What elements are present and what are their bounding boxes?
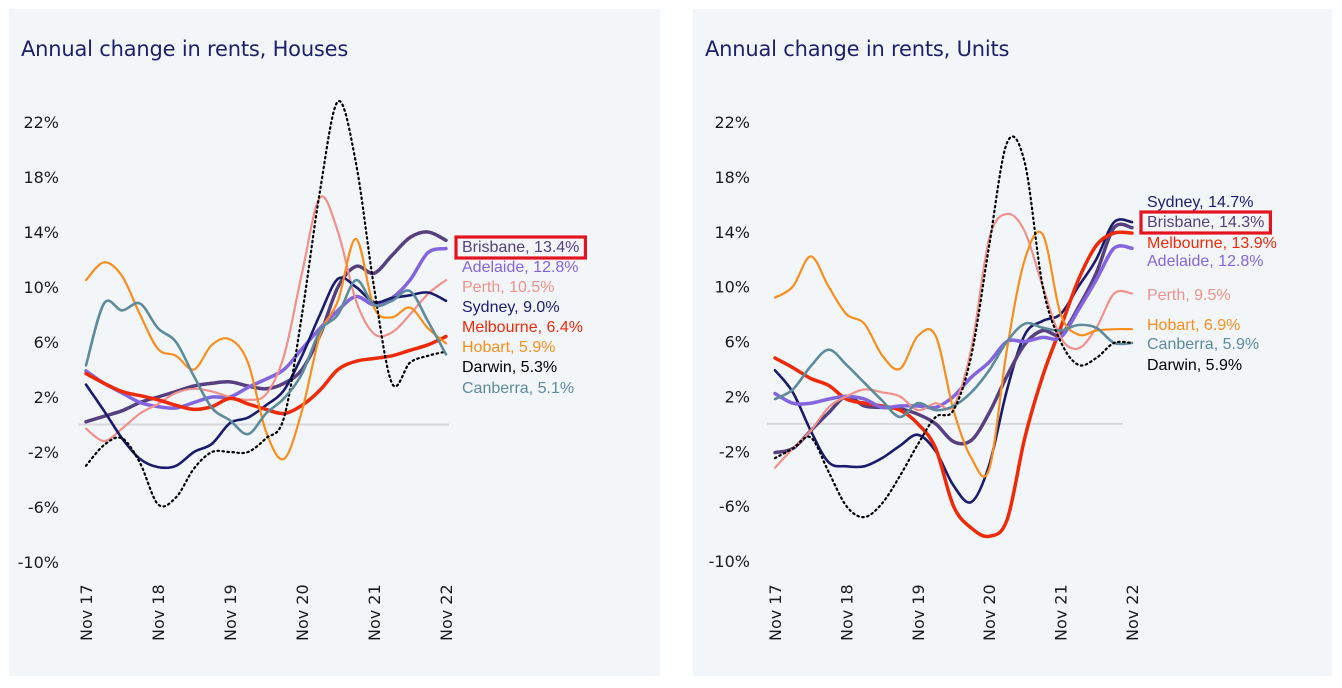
end-label-adelaide: Adelaide, 12.8% <box>462 259 579 276</box>
end-label-hobart: Hobart, 5.9% <box>462 339 555 356</box>
series-line-melbourne <box>773 230 1134 539</box>
end-label-sydney: Sydney, 14.7% <box>1147 194 1253 211</box>
x-tick-label: Nov 17 <box>766 584 785 641</box>
end-label-sydney: Sydney, 9.0% <box>462 299 560 316</box>
series-line-darwin <box>773 135 1134 519</box>
end-label-adelaide: Adelaide, 12.8% <box>1147 253 1264 270</box>
y-tick-label: 2% <box>725 387 750 406</box>
series-line-sydney <box>773 218 1134 504</box>
end-label-darwin: Darwin, 5.3% <box>462 359 557 376</box>
y-tick-label: 14% <box>23 223 59 242</box>
y-tick-label: -10% <box>18 553 59 572</box>
houses-chart-title: Annual change in rents, Houses <box>21 37 349 61</box>
y-tick-label: 14% <box>714 223 750 242</box>
series-line-brisbane <box>84 230 448 424</box>
series-line-perth <box>84 195 448 443</box>
end-label-perth: Perth, 10.5% <box>462 279 555 296</box>
houses-chart-panel: Annual change in rents, Houses 22% 18% 14%… <box>9 9 660 676</box>
y-tick-label: 2% <box>34 388 59 407</box>
y-tick-label: -2% <box>28 443 59 462</box>
series-line-perth <box>773 212 1134 469</box>
end-label-brisbane: Brisbane, 13.4% <box>462 239 579 256</box>
end-label-canberra: Canberra, 5.9% <box>1147 336 1259 353</box>
x-tick-label: Nov 19 <box>221 584 240 641</box>
end-label-perth: Perth, 9.5% <box>1147 287 1231 304</box>
y-tick-label: -2% <box>719 442 750 461</box>
x-tick-label: Nov 18 <box>149 584 168 641</box>
series-line-brisbane <box>773 222 1134 455</box>
end-label-melbourne: Melbourne, 13.9% <box>1147 235 1277 252</box>
end-label-darwin: Darwin, 5.9% <box>1147 357 1242 374</box>
end-label-brisbane: Brisbane, 14.3% <box>1147 214 1264 231</box>
houses-chart: 22% 18% 14% 10% 6% 2% -2% -6% -10% Nov 17 Nov 18 No… <box>18 100 588 641</box>
units-chart-title: Annual change in rents, Units <box>705 37 1010 61</box>
series-line-canberra <box>84 278 448 436</box>
y-tick-label: 18% <box>714 168 750 187</box>
x-tick-label: Nov 17 <box>77 584 96 641</box>
x-tick-label: Nov 22 <box>437 584 456 641</box>
end-label-melbourne: Melbourne, 6.4% <box>462 319 583 336</box>
x-tick-label: Nov 22 <box>1123 584 1142 641</box>
series-line-hobart <box>773 230 1134 478</box>
y-tick-label: -6% <box>28 498 59 517</box>
highlight-box <box>454 235 588 260</box>
y-tick-label: 18% <box>23 168 59 187</box>
units-chart: 22% 18% 14% 10% 6% 2% -2% -6% -10% Nov 17 Nov 18 No… <box>709 113 1277 641</box>
end-label-canberra: Canberra, 5.1% <box>462 380 574 397</box>
end-label-hobart: Hobart, 6.9% <box>1147 317 1240 334</box>
x-tick-label: Nov 20 <box>980 584 999 641</box>
x-tick-label: Nov 21 <box>1052 584 1071 641</box>
series-line-adelaide <box>773 244 1134 410</box>
y-tick-label: 22% <box>714 113 750 132</box>
series-line-melbourne <box>84 334 448 416</box>
x-tick-label: Nov 18 <box>837 584 856 641</box>
y-tick-label: 6% <box>34 333 59 352</box>
highlight-box <box>1139 210 1273 235</box>
series-line-darwin <box>84 100 448 508</box>
y-tick-label: 10% <box>23 278 59 297</box>
y-tick-label: 22% <box>23 113 59 132</box>
y-tick-label: -6% <box>719 497 750 516</box>
x-tick-label: Nov 20 <box>293 584 312 641</box>
x-tick-label: Nov 21 <box>365 584 384 641</box>
y-tick-label: 10% <box>714 278 750 297</box>
units-chart-panel: Annual change in rents, Units 22% 18% 14% 1… <box>693 9 1332 676</box>
series-line-hobart <box>84 237 448 461</box>
series-line-sydney <box>84 276 448 470</box>
series-line-adelaide <box>84 246 448 410</box>
y-tick-label: -10% <box>709 552 750 571</box>
series-line-canberra <box>773 321 1134 419</box>
y-tick-label: 6% <box>725 333 750 352</box>
x-tick-label: Nov 19 <box>909 584 928 641</box>
